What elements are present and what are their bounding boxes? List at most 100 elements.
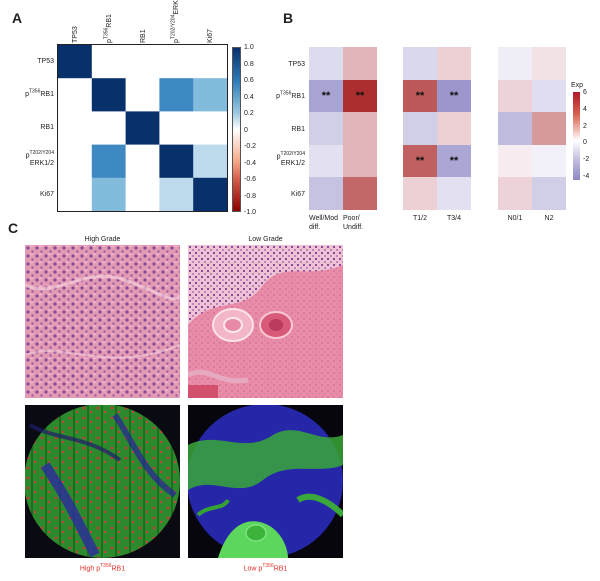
corr-col-label: pT356RB1: [103, 14, 114, 43]
exp-cell-0-5: [532, 47, 566, 80]
exp-row-label: pT356RB1: [276, 90, 305, 101]
exp-cell-4-4: [498, 177, 532, 210]
exp-legend-tick: 2: [583, 122, 587, 130]
if-high-texture: [25, 405, 180, 558]
corr-colorbar-tick: -0.4: [244, 159, 257, 167]
exp-col-label: N2: [544, 214, 554, 222]
correlation-matrix: [57, 44, 228, 212]
corr-colorbar-tick: 1.0: [244, 44, 254, 51]
significance-mark: **: [415, 155, 425, 167]
if-label-high-post: RB1: [111, 565, 126, 573]
exp-cell-0-3: [437, 47, 471, 80]
corr-colorbar-tick: 0.4: [244, 93, 254, 101]
exp-cell-2-1: [343, 112, 377, 145]
exp-cell-2-3: [437, 112, 471, 145]
exp-legend-title: Exp: [571, 82, 584, 89]
exp-cell-3-4: [498, 144, 532, 178]
if-label-high-pre: High p: [79, 565, 101, 573]
corr-col-label: Ki67: [207, 28, 215, 43]
exp-cell-0-0: [309, 47, 343, 80]
significance-mark: **: [449, 155, 459, 167]
corr-row-label: pT202/Y204 ERK1/2: [25, 150, 54, 167]
corr-cell-4-1: [91, 177, 127, 211]
corr-cell-0-2: [125, 45, 160, 79]
corr-colorbar-tick: 0: [244, 126, 248, 134]
exp-cell-1-2: **: [403, 79, 437, 113]
corr-cell-1-3: [159, 78, 194, 112]
exp-cell-3-2: **: [403, 144, 437, 178]
exp-cell-2-0: [309, 112, 343, 145]
if-label-high: High pT356RB1: [25, 563, 180, 572]
exp-col-label: N0/1: [507, 214, 523, 222]
if-image-low-prb1: [188, 405, 343, 558]
corr-cell-4-2: [125, 177, 160, 211]
exp-cell-4-5: [532, 177, 566, 210]
exp-cell-3-3: **: [437, 144, 471, 178]
corr-colorbar-tick: 0.6: [244, 77, 254, 84]
panel-c-letter: C: [8, 220, 19, 236]
corr-cell-4-0: [58, 177, 93, 211]
exp-cell-1-3: **: [437, 79, 471, 113]
exp-cell-0-2: [403, 47, 437, 80]
exp-col-label: T3/4: [446, 214, 461, 222]
corr-cell-3-0: [58, 144, 93, 179]
exp-legend-tick: 0: [583, 139, 587, 147]
exp-cell-1-4: [498, 79, 532, 113]
panel-b-letter: B: [283, 10, 294, 26]
if-label-low-pre: Low p: [243, 565, 263, 573]
he-image-high-grade: [25, 245, 180, 398]
corr-cell-0-3: [159, 45, 194, 79]
exp-legend-tick: -2: [583, 156, 590, 164]
corr-cell-2-3: [159, 111, 194, 146]
corr-cell-1-1: [91, 78, 127, 112]
he-label-high-grade: High Grade: [84, 236, 121, 243]
corr-cell-1-0: [58, 78, 93, 112]
exp-cell-3-1: [343, 144, 377, 178]
exp-col-label: T1/2: [412, 214, 427, 222]
corr-cell-2-1: [91, 111, 127, 146]
if-image-high-prb1: [25, 405, 180, 558]
corr-row-label: Ki67: [39, 190, 54, 198]
corr-cell-4-4: [193, 177, 227, 211]
exp-row-label: pT202/Y204 ERK1/2: [276, 150, 305, 168]
he-low-grade-texture: [188, 245, 343, 398]
exp-row-label: Ki67: [290, 190, 305, 198]
corr-cell-3-1: [91, 144, 127, 179]
corr-colorbar-tick: -0.6: [244, 176, 257, 183]
corr-colorbar-tick: -0.8: [244, 192, 257, 200]
exp-col-label: Well/Mod diff.: [309, 214, 339, 231]
corr-cell-3-2: [125, 144, 160, 179]
corr-row-label: TP53: [37, 57, 54, 65]
corr-col-label: pT202/Y204ERK1/2: [171, 0, 181, 43]
exp-cell-2-4: [498, 112, 532, 145]
significance-mark: **: [415, 90, 425, 102]
exp-row-label: RB1: [291, 125, 305, 133]
exp-cell-2-2: [403, 112, 437, 145]
exp-cell-1-5: [532, 79, 566, 113]
he-image-low-grade: [188, 245, 343, 398]
exp-cell-4-3: [437, 177, 471, 210]
corr-cell-4-3: [159, 177, 194, 211]
exp-legend-tick: 4: [583, 105, 587, 113]
he-label-low-grade: Low Grade: [248, 236, 283, 243]
exp-cell-3-5: [532, 144, 566, 178]
exp-cell-4-2: [403, 177, 437, 210]
if-low-texture: [188, 405, 343, 558]
if-label-low: Low pT356RB1: [188, 563, 343, 572]
panel-a-letter: A: [12, 10, 23, 26]
significance-mark: **: [355, 90, 365, 102]
corr-colorbar-tick: -1.0: [244, 209, 257, 216]
he-high-grade-texture: [25, 245, 180, 398]
corr-cell-2-2: [125, 111, 160, 146]
correlation-colorbar: [232, 47, 241, 212]
significance-mark: **: [449, 90, 459, 102]
corr-row-label: RB1: [40, 124, 54, 132]
corr-cell-0-4: [193, 45, 227, 79]
exp-cell-4-0: [309, 177, 343, 210]
exp-row-label: TP53: [288, 60, 305, 68]
corr-cell-0-0: [58, 45, 93, 79]
exp-cell-2-5: [532, 112, 566, 145]
corr-cell-2-0: [58, 111, 93, 146]
corr-cell-3-4: [193, 144, 227, 179]
exp-cell-0-4: [498, 47, 532, 80]
